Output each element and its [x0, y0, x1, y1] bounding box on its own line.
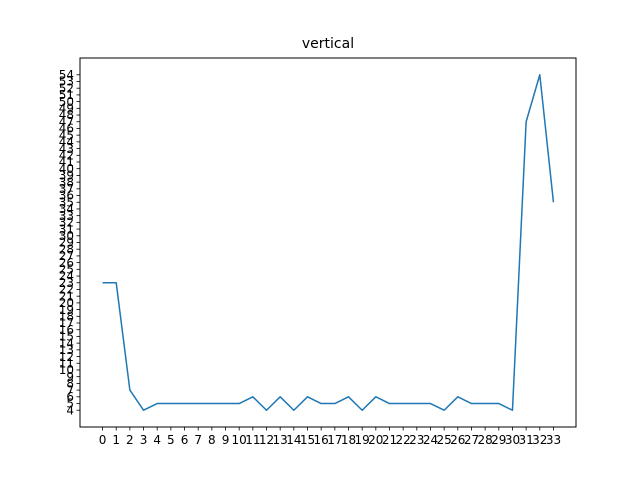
series-layer: [102, 74, 555, 411]
x-tick-label: 19: [355, 433, 370, 447]
y-tick-label: 32: [59, 216, 74, 230]
x-tick-label: 32: [532, 433, 547, 447]
y-tick-label: 33: [59, 209, 74, 223]
y-tick-label: 17: [59, 316, 74, 330]
y-tick-label: 26: [59, 256, 74, 270]
y-tick-label: 35: [59, 195, 74, 209]
y-tick-label: 4: [66, 403, 74, 417]
x-tick-label: 21: [382, 433, 397, 447]
x-tick-label: 9: [222, 433, 230, 447]
y-tick-label: 38: [59, 175, 74, 189]
y-tick-label: 28: [59, 242, 74, 256]
x-tick-label: 2: [126, 433, 134, 447]
y-tick-label: 27: [59, 249, 74, 263]
x-tick-label: 31: [518, 433, 533, 447]
y-tick-label: 54: [59, 68, 74, 82]
y-tick-label: 10: [59, 363, 74, 377]
y-tick-label: 39: [59, 169, 74, 183]
x-tick-label: 29: [491, 433, 506, 447]
y-tick-label: 25: [59, 263, 74, 277]
x-tick-label: 4: [153, 433, 161, 447]
y-tick-label: 44: [59, 135, 74, 149]
chart-title: vertical: [302, 36, 354, 52]
y-tick-label: 53: [59, 75, 74, 89]
x-tick-label: 18: [341, 433, 356, 447]
x-tick-label: 23: [409, 433, 424, 447]
y-tick-label: 11: [59, 356, 74, 370]
y-tick-label: 7: [66, 383, 74, 397]
x-tick-label: 14: [286, 433, 301, 447]
y-tick-label: 15: [59, 330, 74, 344]
x-tick-label: 8: [208, 433, 216, 447]
x-tick-label: 11: [245, 433, 260, 447]
y-tick-label: 21: [59, 289, 74, 303]
x-tick-label: 16: [314, 433, 329, 447]
y-tick-label: 41: [59, 155, 74, 169]
y-tick-label: 20: [59, 296, 74, 310]
y-tick-label: 23: [59, 276, 74, 290]
x-tick-label: 20: [368, 433, 383, 447]
x-tick-label: 28: [477, 433, 492, 447]
x-tick-label: 30: [505, 433, 520, 447]
x-tick-label: 17: [327, 433, 342, 447]
y-tick-label: 51: [59, 88, 74, 102]
x-tick-label: 15: [300, 433, 315, 447]
y-tick-label: 43: [59, 142, 74, 156]
y-axis: 4567891011121314151617181920212223242526…: [59, 68, 80, 417]
y-tick-label: 24: [59, 269, 74, 283]
x-tick-label: 0: [99, 433, 107, 447]
y-tick-label: 52: [59, 81, 74, 95]
x-tick-label: 6: [181, 433, 189, 447]
y-tick-label: 47: [59, 115, 74, 129]
y-tick-label: 30: [59, 229, 74, 243]
y-tick-label: 31: [59, 222, 74, 236]
x-tick-label: 10: [232, 433, 247, 447]
y-tick-label: 8: [66, 377, 74, 391]
y-tick-label: 13: [59, 343, 74, 357]
plot-area: [79, 57, 577, 428]
y-tick-label: 34: [59, 202, 74, 216]
x-tick-label: 22: [396, 433, 411, 447]
x-tick-label: 25: [437, 433, 452, 447]
y-tick-label: 6: [66, 390, 74, 404]
y-tick-label: 5: [66, 397, 74, 411]
x-tick-label: 7: [194, 433, 202, 447]
y-tick-label: 46: [59, 122, 74, 136]
x-tick-label: 26: [450, 433, 465, 447]
x-tick-label: 33: [546, 433, 561, 447]
y-tick-label: 18: [59, 310, 74, 324]
x-tick-label: 3: [140, 433, 148, 447]
x-tick-label: 5: [167, 433, 175, 447]
y-tick-label: 9: [66, 370, 74, 384]
y-tick-label: 50: [59, 95, 74, 109]
y-tick-label: 40: [59, 162, 74, 176]
x-tick-label: 12: [259, 433, 274, 447]
x-tick-label: 13: [273, 433, 288, 447]
y-tick-label: 14: [59, 336, 74, 350]
x-tick-label: 1: [112, 433, 120, 447]
y-tick-label: 48: [59, 108, 74, 122]
y-tick-label: 22: [59, 283, 74, 297]
series-line: [102, 74, 555, 411]
y-tick-label: 45: [59, 128, 74, 142]
y-tick-label: 42: [59, 148, 74, 162]
y-tick-label: 29: [59, 236, 74, 250]
y-tick-label: 19: [59, 303, 74, 317]
y-tick-label: 36: [59, 189, 74, 203]
y-tick-label: 49: [59, 102, 74, 116]
y-tick-label: 37: [59, 182, 74, 196]
y-tick-label: 16: [59, 323, 74, 337]
y-tick-label: 12: [59, 350, 74, 364]
x-tick-label: 27: [464, 433, 479, 447]
x-axis: 0 1 2 3 4 5 6 7 8 9 101112131415161718192021222324…: [99, 427, 561, 447]
x-tick-label: 24: [423, 433, 438, 447]
